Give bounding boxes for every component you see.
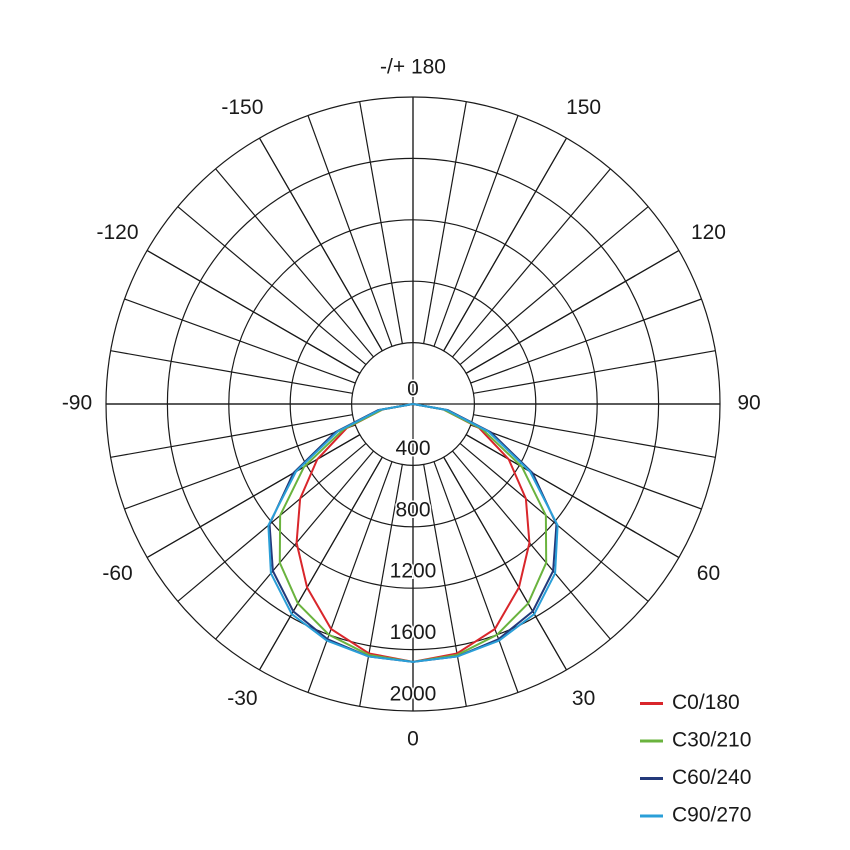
series-line [267,403,559,663]
angle-tick-label: 60 [697,562,720,585]
radial-grid [307,115,393,347]
radial-grid [177,443,367,602]
angle-tick-label: 30 [572,687,595,710]
r-tick-label: 1600 [390,621,437,644]
angle-tick [443,137,568,352]
radial-grid [307,461,393,693]
radial-grid [459,443,649,602]
radial-grid [452,168,611,358]
radial-grid [470,424,702,510]
radial-grid [433,461,519,693]
angle-tick-label: -/+ 180 [380,56,446,79]
radial-grid [215,168,374,358]
radial-grid [359,464,403,707]
radial-grid [423,464,467,707]
radial-grid [177,206,367,365]
angle-tick-label: -120 [96,221,138,244]
angle-tick [465,434,680,559]
r-tick-label: 800 [395,498,430,521]
angle-tick-label: 0 [407,728,419,751]
legend-label: C60/240 [672,766,751,789]
angle-tick [146,249,361,374]
radial-grid [124,298,356,384]
radial-grid [473,350,716,394]
r-tick-label: 0 [407,378,419,401]
angle-tick-label: 90 [737,392,760,415]
angle-tick-label: 120 [691,221,726,244]
angle-tick [258,137,383,352]
angle-tick-label: 150 [566,96,601,119]
angle-tick [465,249,680,374]
legend-label: C30/210 [672,729,751,752]
angle-tick-label: -90 [62,392,92,415]
radial-grid [459,206,649,365]
angle-tick [258,456,383,671]
radial-grid [423,101,467,344]
angle-tick-label: -150 [221,96,263,119]
radial-grid [473,414,716,458]
radial-grid [110,350,353,394]
r-tick-label: 400 [395,437,430,460]
legend-label: C90/270 [672,804,751,827]
radial-grid [110,414,353,458]
radial-grid [215,450,374,640]
radial-grid [124,424,356,510]
legend-label: C0/180 [672,691,740,714]
r-tick-label: 2000 [390,683,437,706]
angle-tick-label: -30 [227,687,257,710]
r-tick-label: 1200 [390,560,437,583]
angle-tick [146,434,361,559]
radial-grid [359,101,403,344]
radial-grid [470,298,702,384]
radial-grid [433,115,519,347]
angle-tick-label: -60 [102,562,132,585]
radial-grid [452,450,611,640]
angle-tick [443,456,568,671]
